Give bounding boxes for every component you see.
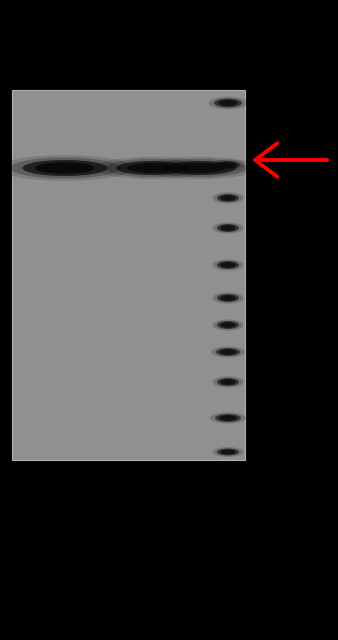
Bar — [12, 90, 245, 460]
Ellipse shape — [220, 322, 236, 328]
Ellipse shape — [10, 157, 120, 179]
Ellipse shape — [213, 447, 243, 457]
Ellipse shape — [217, 194, 239, 202]
Ellipse shape — [153, 159, 247, 177]
Ellipse shape — [214, 99, 242, 108]
Ellipse shape — [217, 378, 239, 386]
Ellipse shape — [164, 161, 236, 175]
Ellipse shape — [216, 348, 240, 356]
Ellipse shape — [217, 261, 239, 269]
Ellipse shape — [220, 295, 236, 301]
Ellipse shape — [217, 224, 239, 232]
Ellipse shape — [210, 412, 246, 424]
Ellipse shape — [209, 97, 248, 109]
Ellipse shape — [94, 157, 210, 179]
Ellipse shape — [35, 163, 95, 173]
Ellipse shape — [116, 161, 188, 175]
Ellipse shape — [175, 163, 225, 173]
Ellipse shape — [213, 376, 243, 388]
Ellipse shape — [220, 449, 236, 454]
Ellipse shape — [220, 225, 236, 231]
Ellipse shape — [220, 379, 236, 385]
Ellipse shape — [218, 100, 238, 106]
Ellipse shape — [215, 414, 241, 422]
Ellipse shape — [220, 162, 236, 168]
Ellipse shape — [211, 346, 245, 358]
Ellipse shape — [216, 161, 240, 169]
Ellipse shape — [213, 222, 243, 234]
Ellipse shape — [217, 294, 239, 302]
Ellipse shape — [213, 193, 243, 204]
Ellipse shape — [220, 262, 236, 268]
Ellipse shape — [217, 321, 239, 329]
Ellipse shape — [0, 155, 133, 180]
Ellipse shape — [213, 292, 243, 303]
Ellipse shape — [105, 159, 199, 177]
Ellipse shape — [217, 449, 239, 456]
Ellipse shape — [127, 163, 177, 173]
Ellipse shape — [219, 415, 237, 421]
Ellipse shape — [213, 259, 243, 271]
Ellipse shape — [220, 349, 236, 355]
Ellipse shape — [220, 195, 236, 201]
Ellipse shape — [213, 319, 243, 331]
Ellipse shape — [211, 159, 245, 171]
Ellipse shape — [142, 157, 258, 179]
Ellipse shape — [23, 160, 107, 176]
